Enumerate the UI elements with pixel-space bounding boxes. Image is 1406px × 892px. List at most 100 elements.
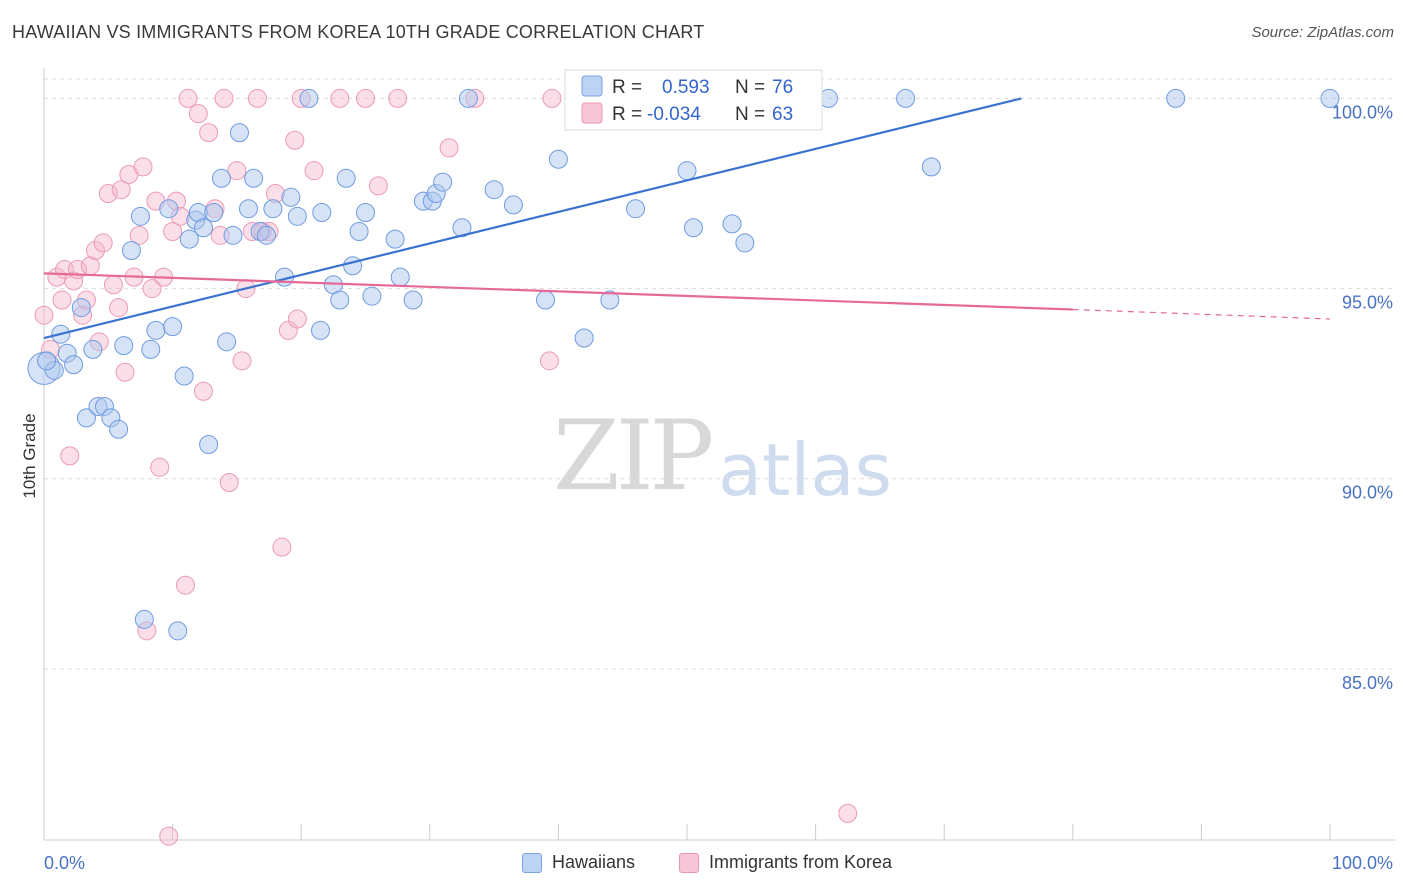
legend-swatch-pink [679,852,699,873]
stats-n-value-2: 63 [772,104,793,125]
hawaiian-point [199,434,219,454]
y-tick-label: 100.0% [1332,102,1393,122]
hawaiian-point [263,199,283,219]
korea-point [368,176,388,196]
legend-label-hawaiians: Hawaiians [552,852,636,872]
hawaiian-point [356,203,375,223]
hawaiian-point [336,168,356,188]
hawaiian-point [574,328,594,348]
hawaiian-point [174,366,194,386]
korea-point [133,157,153,177]
korea-point [287,309,307,329]
hawaiian-point [134,609,154,629]
x-tick-label: 0.0% [44,853,85,873]
hawaiian-point [299,88,319,108]
korea-point [159,826,179,846]
hawaiian-point [281,187,301,207]
hawaiian-point [330,290,350,310]
chart-title: HAWAIIAN VS IMMIGRANTS FROM KOREA 10TH G… [12,22,705,42]
korea-trend-line [43,272,1073,311]
hawaiian-point [37,351,57,371]
hawaiian-point [683,218,703,238]
korea-point [539,351,559,371]
hawaiian-point [238,199,258,219]
korea-point [188,104,208,124]
hawaiian-point [168,621,188,641]
hawaiian-point [141,339,161,359]
hawaiian-point [503,195,523,215]
hawaiian-point [223,225,243,245]
stats-n-label-2: N = [735,104,765,125]
hawaiian-point [217,332,237,352]
y-tick-labels: 85.0% 90.0% 95.0% 100.0% [1332,102,1393,692]
korea-point [838,803,858,823]
hawaiian-point [229,123,249,143]
stats-n-value-1: 76 [772,77,793,98]
legend-item-hawaiians: Hawaiians [522,852,635,873]
hawaiian-point [390,267,410,287]
hawaiian-point [433,172,453,192]
hawaiian-point [76,408,96,428]
korea-point [193,381,213,401]
hawaiian-point [484,180,504,200]
stats-r-value-1: 0.593 [662,77,710,98]
korea-point [356,88,375,108]
korea-point [64,271,84,291]
korea-point [330,88,350,108]
stats-legend-box [564,69,823,131]
hawaiian-point [83,339,103,359]
hawaiian-point [722,214,742,234]
korea-point [219,473,239,493]
bottom-legend: Hawaiians Immigrants from Korea [0,852,1406,878]
korea-point [142,279,162,299]
korea-point [247,88,267,108]
hawaiian-point [312,203,332,223]
korea-point [129,225,149,245]
source-label: Source: ZipAtlas.com [1251,24,1394,41]
korea-point [115,362,135,382]
trend-lines [43,97,1331,340]
hawaiian-point [179,229,199,249]
stats-r-value-2: -0.034 [647,104,701,125]
korea-point [93,233,113,253]
watermark-atlas: atlas [718,428,892,512]
hawaiian-trend-line [43,97,1022,340]
x-tick-labels: 0.0% 100.0% [44,853,1393,873]
hawaiian-point [385,229,405,249]
stats-n-label-1: N = [735,77,765,98]
stats-legend-blue-swatch [581,75,603,97]
korea-point [232,351,252,371]
korea-point [199,123,219,143]
hawaiian-point [204,203,224,223]
hawaiian-point [64,355,84,375]
hawaiian-point [349,222,369,242]
korea-point [178,88,198,108]
hawaiian-point [146,320,166,340]
hawaiian-point [1320,88,1340,108]
korea-point [34,305,54,325]
hawaiian-point [921,157,941,177]
hawaiian-point [163,317,183,337]
hawaiian-point [548,149,568,169]
hawaiian-point [244,168,264,188]
hawaiian-point [159,199,179,219]
hawaiian-point [287,206,307,226]
korea-point [304,161,324,181]
hawaiian-point [1166,88,1186,108]
korea-point [85,241,105,261]
hawaiian-point [536,290,556,310]
korea-point [52,290,72,310]
hawaiian-point [211,168,231,188]
korea-points [34,88,858,846]
y-tick-label: 95.0% [1342,293,1393,313]
korea-point [109,298,129,318]
hawaiian-point [121,241,141,261]
hawaiian-point [114,336,134,356]
stats-r-label-2: R = [612,104,642,125]
stats-legend-pink-swatch [581,102,603,124]
x-tick-label: 100.0% [1332,853,1393,873]
y-tick-label: 85.0% [1342,673,1393,693]
hawaiian-point [600,290,620,310]
hawaiian-point [735,233,755,253]
legend-swatch-blue [522,852,542,873]
